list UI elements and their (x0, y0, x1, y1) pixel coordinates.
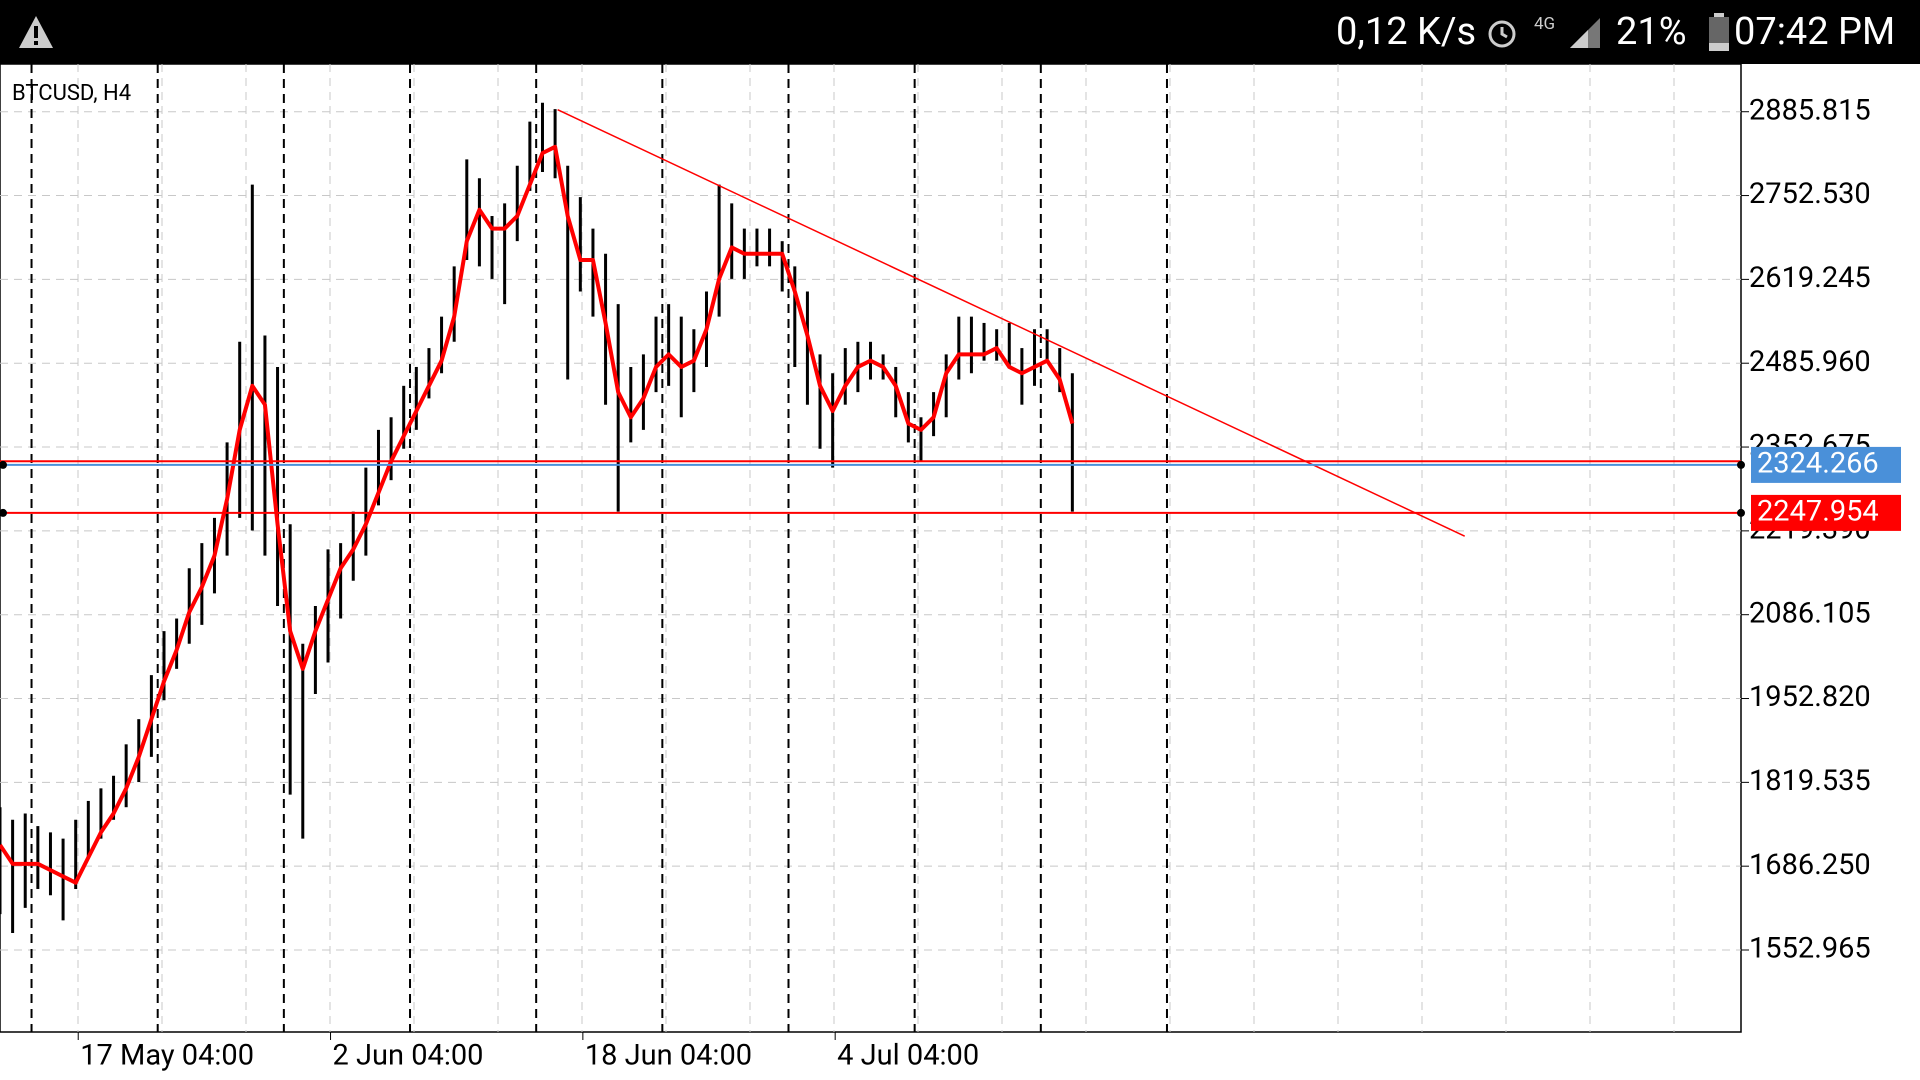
battery-icon (1709, 13, 1729, 51)
price-label-box (1751, 494, 1901, 531)
level-dot (0, 460, 7, 469)
price-label-box (1751, 446, 1901, 483)
level-dot (1737, 460, 1745, 469)
chart: 2885.8152752.5302619.2452485.9602352.675… (0, 64, 1901, 1073)
y-tick-label: 2752.530 (1749, 177, 1871, 211)
price-label: 2247.954 (1757, 495, 1879, 529)
battery-level: 21% (1616, 10, 1687, 54)
x-tick-label: 18 Jun 04:00 (585, 1039, 752, 1073)
y-tick-label: 2885.815 (1749, 93, 1871, 127)
y-tick-label: 2619.245 (1749, 261, 1871, 295)
price-label: 2324.266 (1757, 447, 1879, 481)
y-tick-label: 2485.960 (1749, 345, 1871, 379)
plot-frame (0, 64, 1742, 1033)
x-tick-label: 17 May 04:00 (80, 1039, 254, 1073)
y-tick-label: 2086.105 (1749, 596, 1871, 630)
network-type: 4G (1534, 14, 1556, 34)
x-tick-label: 2 Jun 04:00 (333, 1039, 484, 1073)
status-bar: 0,12 K/s 4G 21% 07:42 PM (0, 0, 1920, 64)
signal-icon (1570, 18, 1600, 48)
y-tick-label: 1552.965 (1749, 932, 1871, 966)
alarm-icon (1488, 20, 1516, 48)
x-tick-label: 4 Jul 04:00 (837, 1039, 979, 1073)
level-dot (0, 508, 7, 517)
y-tick-label: 1819.535 (1749, 764, 1871, 798)
warning-icon (19, 16, 53, 48)
y-tick-label: 1686.250 (1749, 848, 1871, 882)
net-speed: 0,12 K/s (1336, 10, 1477, 54)
moving-average (0, 144, 1075, 885)
clock: 07:42 PM (1734, 10, 1896, 54)
chart-title: BTCUSD, H4 (12, 81, 131, 106)
y-tick-label: 1952.820 (1749, 680, 1871, 714)
level-dot (1737, 508, 1745, 517)
